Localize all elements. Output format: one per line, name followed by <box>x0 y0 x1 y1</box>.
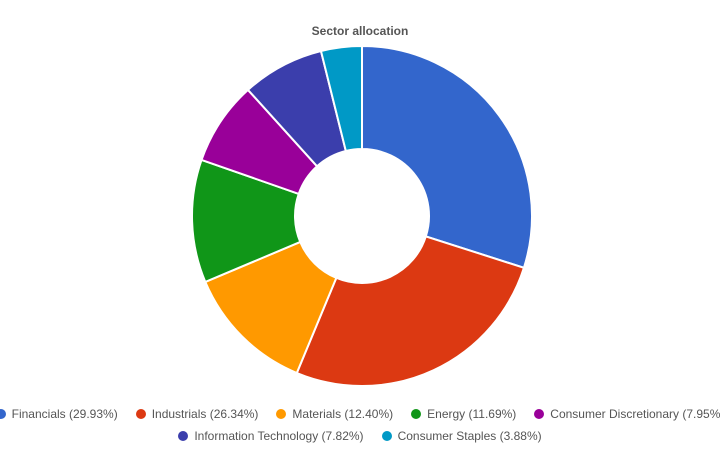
legend-label: Information Technology (7.82%) <box>194 429 364 443</box>
chart-legend: Financials (29.93%) Industrials (26.34%)… <box>0 403 720 447</box>
legend-swatch <box>276 409 287 419</box>
legend-label: Consumer Discretionary (7.95%) <box>550 407 720 421</box>
legend-swatch <box>534 409 545 419</box>
legend-swatch <box>381 431 392 441</box>
legend-row-1: Financials (29.93%) Industrials (26.34%)… <box>0 403 720 425</box>
legend-item-energy[interactable]: Energy (11.69%) <box>411 407 516 421</box>
donut-chart <box>191 44 533 387</box>
legend-item-consumer-discretionary[interactable]: Consumer Discretionary (7.95%) <box>534 407 720 421</box>
legend-label: Materials (12.40%) <box>292 407 394 421</box>
slice-industrials[interactable] <box>295 235 526 387</box>
slice-financials[interactable] <box>361 44 533 270</box>
legend-swatch <box>135 409 146 419</box>
slice-materials[interactable] <box>203 240 338 375</box>
legend-swatch <box>178 431 189 441</box>
legend-item-industrials[interactable]: Industrials (26.34%) <box>135 407 259 421</box>
legend-item-materials[interactable]: Materials (12.40%) <box>276 407 393 421</box>
legend-row-2: Information Technology (7.82%) Consumer … <box>0 425 720 447</box>
legend-swatch <box>411 409 422 419</box>
legend-item-financials[interactable]: Financials (29.93%) <box>0 407 118 421</box>
legend-item-consumer-staples[interactable]: Consumer Staples (3.88%) <box>381 429 542 443</box>
legend-item-information-technology[interactable]: Information Technology (7.82%) <box>178 429 364 443</box>
legend-label: Consumer Staples (3.88%) <box>397 429 542 443</box>
legend-label: Industrials (26.34%) <box>151 407 259 421</box>
legend-label: Energy (11.69%) <box>427 407 517 421</box>
legend-swatch <box>0 409 6 419</box>
chart-title: Sector allocation <box>311 24 409 38</box>
legend-label: Financials (29.93%) <box>11 407 118 421</box>
slice-consumer-staples[interactable] <box>319 44 363 153</box>
